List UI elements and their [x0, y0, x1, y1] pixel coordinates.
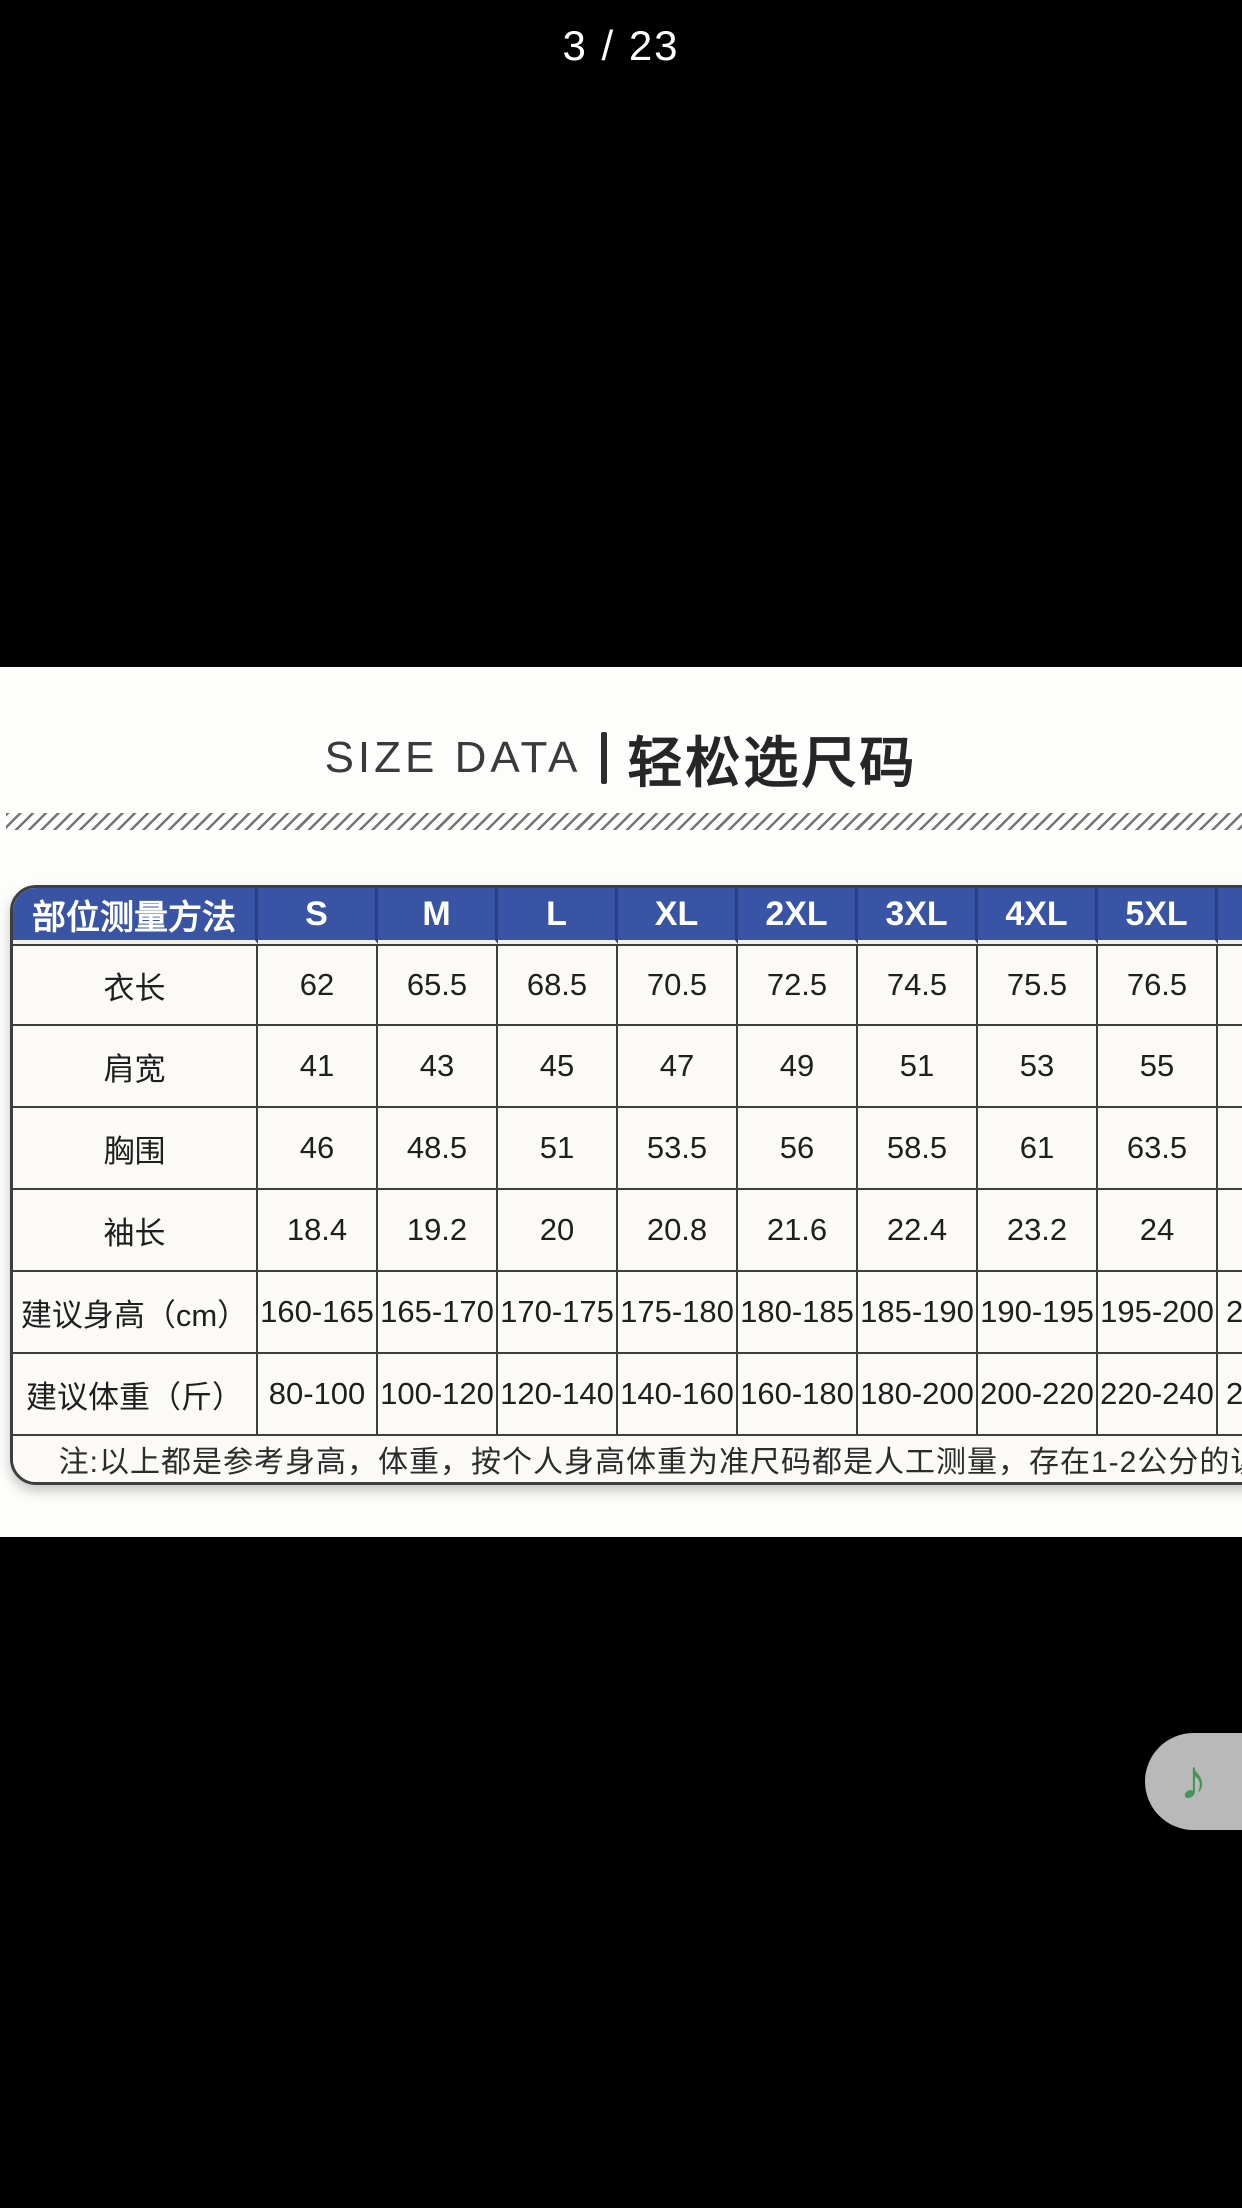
music-note-icon: ♪	[1179, 1747, 1208, 1811]
size-value-cell: 51	[498, 1108, 618, 1190]
row-label: 袖长	[13, 1190, 258, 1272]
size-column-header: 4XL	[978, 888, 1098, 944]
row-label: 建议身高（cm）	[13, 1272, 258, 1354]
size-table: 部位测量方法 S M L XL 2XL 3XL 4XL 5XL 衣长 62 65.5 68.5 70.5 7…	[10, 885, 1242, 1485]
size-value-cell: 51	[858, 1026, 978, 1108]
size-value-cell: 165-170	[378, 1272, 498, 1354]
size-column-header: XL	[618, 888, 738, 944]
size-value-cell: 20	[498, 1190, 618, 1272]
music-note-button[interactable]: ♪	[1145, 1733, 1242, 1830]
size-value-cell: 45	[498, 1026, 618, 1108]
size-chart-title: SIZE DATA 轻松选尺码	[0, 727, 1242, 794]
size-value-cell: 65.5	[378, 944, 498, 1026]
size-value-cell: 100-120	[378, 1354, 498, 1436]
size-value-cell: 185-190	[858, 1272, 978, 1354]
size-value-cell: 55	[1098, 1026, 1218, 1108]
size-value-cell: 200-220	[978, 1354, 1098, 1436]
size-column-header: S	[258, 888, 378, 944]
size-value-cell: 75.5	[978, 944, 1098, 1026]
size-value-cell: 140-160	[618, 1354, 738, 1436]
size-value-cell	[1218, 1108, 1242, 1190]
size-value-cell: 18.4	[258, 1190, 378, 1272]
hatch-divider	[6, 813, 1242, 830]
size-value-cell: 22.4	[858, 1190, 978, 1272]
size-column-header: M	[378, 888, 498, 944]
size-chart-image: SIZE DATA 轻松选尺码 部位测量方法 S M L XL 2XL 3XL 4XL 5XL 衣…	[0, 667, 1242, 1537]
title-en: SIZE DATA	[324, 733, 582, 782]
size-value-cell: 47	[618, 1026, 738, 1108]
row-label: 胸围	[13, 1108, 258, 1190]
size-value-cell: 20	[1218, 1272, 1242, 1354]
size-value-cell: 20.8	[618, 1190, 738, 1272]
size-value-cell: 175-180	[618, 1272, 738, 1354]
size-value-cell: 21.6	[738, 1190, 858, 1272]
title-zh: 轻松选尺码	[627, 732, 918, 794]
size-value-cell: 120-140	[498, 1354, 618, 1436]
size-table-grid: 部位测量方法 S M L XL 2XL 3XL 4XL 5XL 衣长 62 65.5 68.5 70.5 7…	[13, 888, 1242, 1482]
size-value-cell: 68.5	[498, 944, 618, 1026]
size-value-cell: 63.5	[1098, 1108, 1218, 1190]
title-divider	[601, 732, 608, 784]
size-value-cell: 160-180	[738, 1354, 858, 1436]
size-value-cell: 23.2	[978, 1190, 1098, 1272]
size-column-header	[1218, 888, 1242, 944]
size-column-header: L	[498, 888, 618, 944]
size-value-cell: 220-240	[1098, 1354, 1218, 1436]
size-value-cell: 160-165	[258, 1272, 378, 1354]
size-value-cell	[1218, 944, 1242, 1026]
size-value-cell: 24	[1098, 1190, 1218, 1272]
table-note: 注:以上都是参考身高，体重，按个人身高体重为准尺码都是人工测量，存在1-2公分的…	[13, 1436, 1242, 1482]
size-value-cell	[1218, 1190, 1242, 1272]
size-value-cell	[1218, 1026, 1242, 1108]
size-value-cell: 72.5	[738, 944, 858, 1026]
size-value-cell: 80-100	[258, 1354, 378, 1436]
row-label: 衣长	[13, 944, 258, 1026]
size-value-cell: 180-185	[738, 1272, 858, 1354]
size-value-cell: 41	[258, 1026, 378, 1108]
size-column-header: 5XL	[1098, 888, 1218, 944]
size-value-cell: 56	[738, 1108, 858, 1190]
size-value-cell: 62	[258, 944, 378, 1026]
row-label: 建议体重（斤）	[13, 1354, 258, 1436]
size-column-header: 3XL	[858, 888, 978, 944]
size-value-cell: 48.5	[378, 1108, 498, 1190]
size-value-cell: 170-175	[498, 1272, 618, 1354]
size-value-cell: 180-200	[858, 1354, 978, 1436]
size-value-cell: 190-195	[978, 1272, 1098, 1354]
size-value-cell: 76.5	[1098, 944, 1218, 1026]
size-column-header: 2XL	[738, 888, 858, 944]
size-value-cell: 61	[978, 1108, 1098, 1190]
size-value-cell: 24	[1218, 1354, 1242, 1436]
size-value-cell: 58.5	[858, 1108, 978, 1190]
size-value-cell: 195-200	[1098, 1272, 1218, 1354]
size-value-cell: 19.2	[378, 1190, 498, 1272]
size-value-cell: 46	[258, 1108, 378, 1190]
row-label: 肩宽	[13, 1026, 258, 1108]
size-value-cell: 53	[978, 1026, 1098, 1108]
size-value-cell: 53.5	[618, 1108, 738, 1190]
size-value-cell: 74.5	[858, 944, 978, 1026]
size-value-cell: 70.5	[618, 944, 738, 1026]
page-indicator: 3 / 23	[562, 22, 680, 69]
size-value-cell: 43	[378, 1026, 498, 1108]
size-value-cell: 49	[738, 1026, 858, 1108]
size-column-header: 部位测量方法	[13, 888, 258, 944]
